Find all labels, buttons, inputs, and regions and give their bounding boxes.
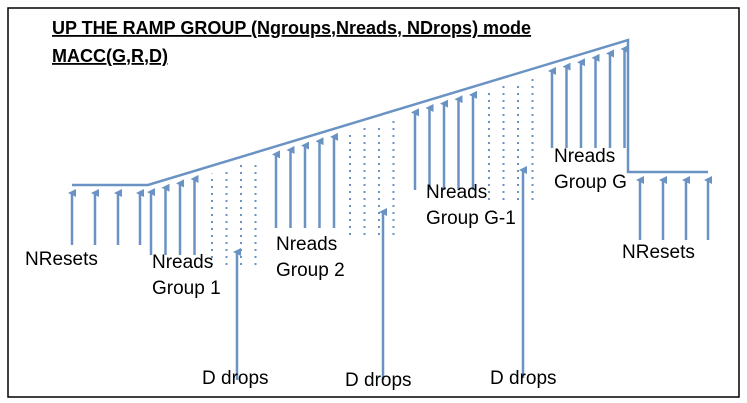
label: NResets [622, 242, 695, 263]
arrows [68, 45, 712, 380]
label: NResets [25, 249, 98, 270]
label: Group G [554, 172, 627, 193]
title: UP THE RAMP GROUP (Ngroups,Nreads, NDrop… [52, 18, 531, 38]
label: D drops [490, 368, 557, 389]
label: Nreads [152, 252, 213, 273]
label: Group G-1 [426, 208, 516, 229]
ramp-line [72, 38, 708, 187]
label: D drops [202, 368, 269, 389]
label: D drops [345, 370, 412, 391]
frame [7, 7, 740, 398]
label: Group 2 [276, 260, 345, 281]
label: Group 1 [152, 278, 221, 299]
title: MACC(G,R,D) [52, 46, 168, 66]
label: Nreads [426, 182, 487, 203]
label: Nreads [554, 146, 615, 167]
label: Nreads [276, 234, 337, 255]
